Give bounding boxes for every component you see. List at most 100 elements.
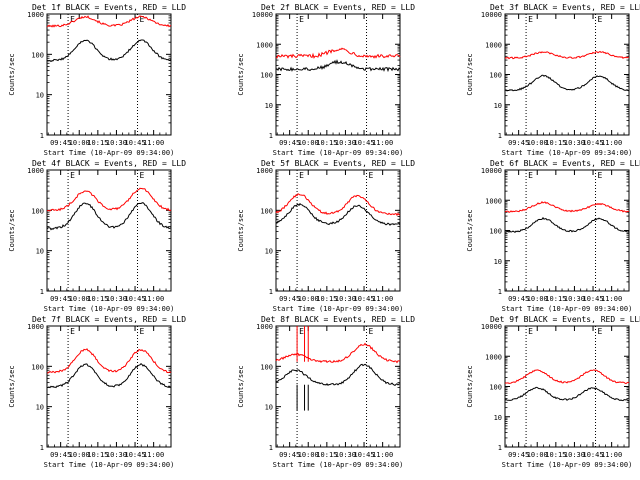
y-tick-label: 100	[489, 384, 502, 392]
panel-title: Det 9f BLACK = Events, RED = LLD	[490, 315, 640, 324]
x-tick-label: 11:00	[143, 295, 164, 303]
plot-frame	[46, 13, 172, 136]
y-tick-label: 1000	[485, 197, 502, 205]
x-tick-label: 10:30	[564, 295, 585, 303]
y-tick-label: 100	[31, 207, 44, 215]
y-tick-label: 1	[269, 132, 273, 140]
y-tick-label: 10000	[481, 11, 502, 19]
x-tick-label: 10:30	[106, 295, 127, 303]
lld-series-line	[275, 193, 401, 217]
y-tick-label: 10	[265, 404, 273, 412]
x-tick-label: 11:00	[372, 451, 393, 459]
e-marker-label: E	[528, 171, 533, 180]
x-tick-label: 11:00	[372, 139, 393, 147]
e-marker-label: E	[140, 327, 145, 336]
lld-series-line	[275, 47, 401, 59]
y-axis-label: Counts/sec	[237, 365, 245, 407]
x-tick-label: 10:45	[125, 295, 146, 303]
e-marker-label: E	[140, 15, 145, 24]
x-tick-label: 11:00	[601, 451, 622, 459]
y-tick-label: 100	[260, 207, 273, 215]
y-tick-label: 100	[31, 363, 44, 371]
panel-title: Det 5f BLACK = Events, RED = LLD	[261, 159, 415, 168]
x-tick-label: 09:45	[508, 139, 529, 147]
y-tick-label: 1000	[27, 167, 44, 175]
panel-title: Det 6f BLACK = Events, RED = LLD	[490, 159, 640, 168]
y-tick-label: 1000	[485, 41, 502, 49]
e-marker-label: E	[528, 15, 533, 24]
e-marker-label: E	[70, 15, 75, 24]
e-marker-label: E	[299, 327, 304, 336]
y-tick-label: 1000	[256, 167, 273, 175]
e-marker-label: E	[299, 171, 304, 180]
x-axis-label: Start Time (10-Apr-09 09:34:00)	[502, 149, 633, 157]
lld-series-line	[504, 50, 629, 60]
x-axis-label: Start Time (10-Apr-09 09:34:00)	[44, 305, 175, 313]
plot-frame	[504, 13, 630, 136]
x-tick-label: 10:15	[87, 139, 108, 147]
lld-series-line	[47, 348, 172, 374]
y-tick-label: 1	[40, 132, 44, 140]
x-tick-label: 10:30	[106, 139, 127, 147]
x-tick-label: 10:45	[354, 139, 375, 147]
x-tick-label: 10:00	[527, 139, 548, 147]
y-tick-label: 10	[36, 92, 44, 100]
x-tick-label: 10:00	[298, 451, 319, 459]
y-tick-label: 100	[489, 72, 502, 80]
x-tick-label: 10:15	[316, 139, 337, 147]
y-tick-label: 1000	[256, 41, 273, 49]
x-tick-label: 10:00	[69, 295, 90, 303]
y-tick-label: 100	[260, 363, 273, 371]
panel-title: Det 8f BLACK = Events, RED = LLD	[261, 315, 415, 324]
plot-frame	[504, 169, 630, 292]
y-tick-label: 100	[260, 72, 273, 80]
x-axis-label: Start Time (10-Apr-09 09:34:00)	[273, 461, 404, 469]
y-axis-label: Counts/sec	[466, 53, 474, 95]
panel-title: Det 7f BLACK = Events, RED = LLD	[32, 315, 186, 324]
panel-title: Det 2f BLACK = Events, RED = LLD	[261, 3, 415, 12]
y-axis-label: Counts/sec	[8, 209, 16, 251]
plot-frame	[504, 325, 630, 448]
y-tick-label: 10	[36, 248, 44, 256]
panel-det-6: Det 6f BLACK = Events, RED = LLD10000100…	[466, 159, 640, 313]
y-axis-label: Counts/sec	[8, 365, 16, 407]
y-axis-label: Counts/sec	[8, 53, 16, 95]
y-tick-label: 10	[494, 414, 502, 422]
plot-frame	[275, 325, 401, 448]
y-tick-label: 10	[494, 258, 502, 266]
x-tick-label: 09:45	[50, 451, 71, 459]
e-marker-label: E	[598, 15, 603, 24]
y-tick-label: 10000	[481, 323, 502, 331]
e-marker-label: E	[70, 327, 75, 336]
panel-title: Det 3f BLACK = Events, RED = LLD	[490, 3, 640, 12]
x-tick-label: 09:45	[508, 295, 529, 303]
plot-frame	[275, 13, 401, 136]
x-axis-label: Start Time (10-Apr-09 09:34:00)	[44, 461, 175, 469]
x-tick-label: 10:15	[545, 139, 566, 147]
x-tick-label: 11:00	[601, 295, 622, 303]
plot-frame	[275, 169, 401, 292]
events-series-line	[46, 39, 172, 63]
x-axis-label: Start Time (10-Apr-09 09:34:00)	[502, 305, 633, 313]
lld-series-line	[275, 342, 401, 364]
y-tick-label: 10	[36, 404, 44, 412]
x-tick-label: 09:45	[279, 451, 300, 459]
panel-title: Det 4f BLACK = Events, RED = LLD	[32, 159, 186, 168]
x-tick-label: 10:45	[354, 295, 375, 303]
panel-det-3: Det 3f BLACK = Events, RED = LLD10000100…	[466, 3, 640, 157]
x-tick-label: 09:45	[508, 451, 529, 459]
x-tick-label: 09:45	[279, 139, 300, 147]
x-tick-label: 10:00	[298, 139, 319, 147]
lld-series-line	[46, 187, 172, 212]
y-tick-label: 10	[265, 248, 273, 256]
y-axis-label: Counts/sec	[237, 209, 245, 251]
y-axis-label: Counts/sec	[237, 53, 245, 95]
plot-frame	[46, 325, 172, 448]
y-tick-label: 10	[494, 102, 502, 110]
e-marker-label: E	[369, 327, 374, 336]
lld-series-line	[504, 369, 630, 385]
